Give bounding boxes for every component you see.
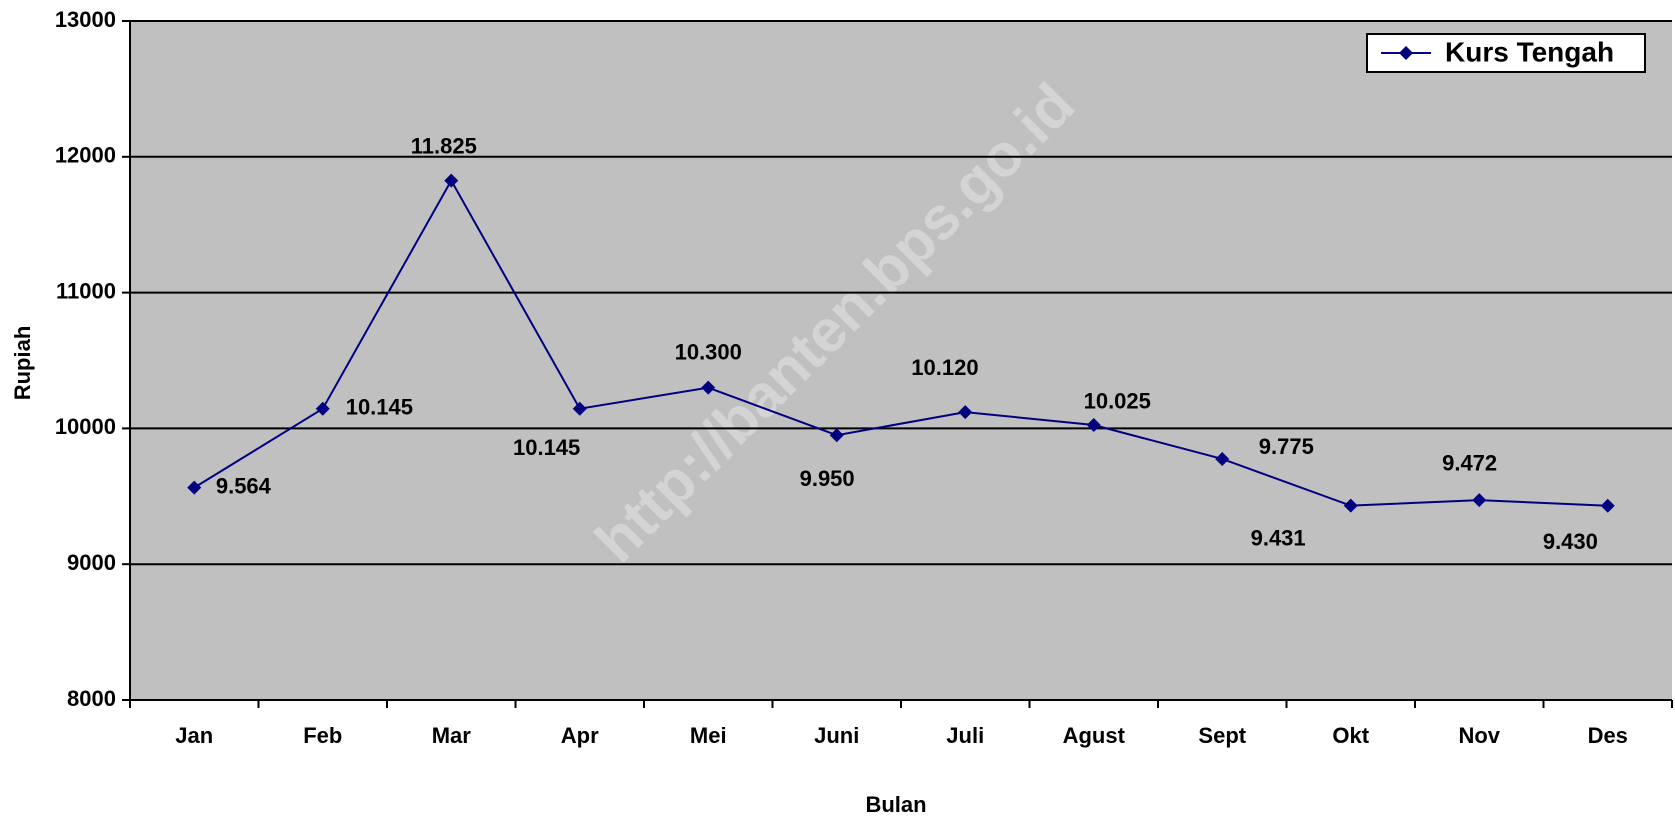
y-tick-label: 10000: [55, 414, 116, 439]
data-label: 9.472: [1442, 451, 1497, 476]
x-tick-label: Jan: [175, 723, 213, 748]
marker: [1343, 498, 1358, 513]
x-tick-label: Feb: [303, 723, 342, 748]
data-label: 9.431: [1251, 526, 1306, 551]
marker: [958, 405, 973, 420]
data-label: 11.825: [411, 133, 477, 158]
marker: [1215, 451, 1230, 466]
x-tick-label: Mei: [690, 723, 727, 748]
x-tick-label: Juni: [814, 723, 859, 748]
x-tick-label: Mar: [432, 723, 472, 748]
data-label: 10.145: [513, 435, 580, 460]
plot-area: [130, 21, 1672, 700]
x-axis-label: Bulan: [865, 792, 926, 817]
y-axis-label: Rupiah: [10, 326, 35, 401]
marker: [315, 401, 330, 416]
legend-marker: [1399, 46, 1413, 60]
data-label: 9.950: [800, 466, 855, 491]
legend: Kurs Tengah: [1366, 33, 1646, 73]
data-label: 9.430: [1543, 529, 1598, 554]
data-label: 10.025: [1084, 388, 1151, 413]
marker: [1472, 493, 1487, 508]
data-label: 9.775: [1259, 434, 1314, 459]
legend-label: Kurs Tengah: [1445, 36, 1614, 67]
y-tick-label: 9000: [67, 550, 116, 575]
legend-box: [1366, 33, 1646, 73]
y-tick-label: 11000: [56, 278, 116, 303]
x-tick-label: Agust: [1063, 723, 1126, 748]
y-tick-label: 8000: [67, 686, 116, 711]
marker: [187, 480, 202, 495]
y-tick-label: 13000: [55, 7, 116, 32]
marker: [1086, 418, 1101, 433]
data-label: 10.145: [346, 395, 413, 420]
marker: [1600, 498, 1615, 513]
marker: [572, 401, 587, 416]
x-tick-label: Juli: [946, 723, 984, 748]
data-label: 10.300: [675, 339, 742, 364]
x-tick-label: Sept: [1198, 723, 1246, 748]
marker: [701, 380, 716, 395]
x-tick-label: Nov: [1458, 723, 1500, 748]
x-tick-label: Apr: [561, 723, 599, 748]
x-tick-label: Okt: [1332, 723, 1369, 748]
y-tick-label: 12000: [55, 143, 116, 168]
data-label: 9.564: [216, 473, 272, 498]
data-label: 10.120: [911, 355, 978, 380]
x-tick-label: Des: [1588, 723, 1628, 748]
marker: [829, 428, 844, 443]
marker: [444, 173, 459, 188]
series-line: [193, 178, 1608, 507]
